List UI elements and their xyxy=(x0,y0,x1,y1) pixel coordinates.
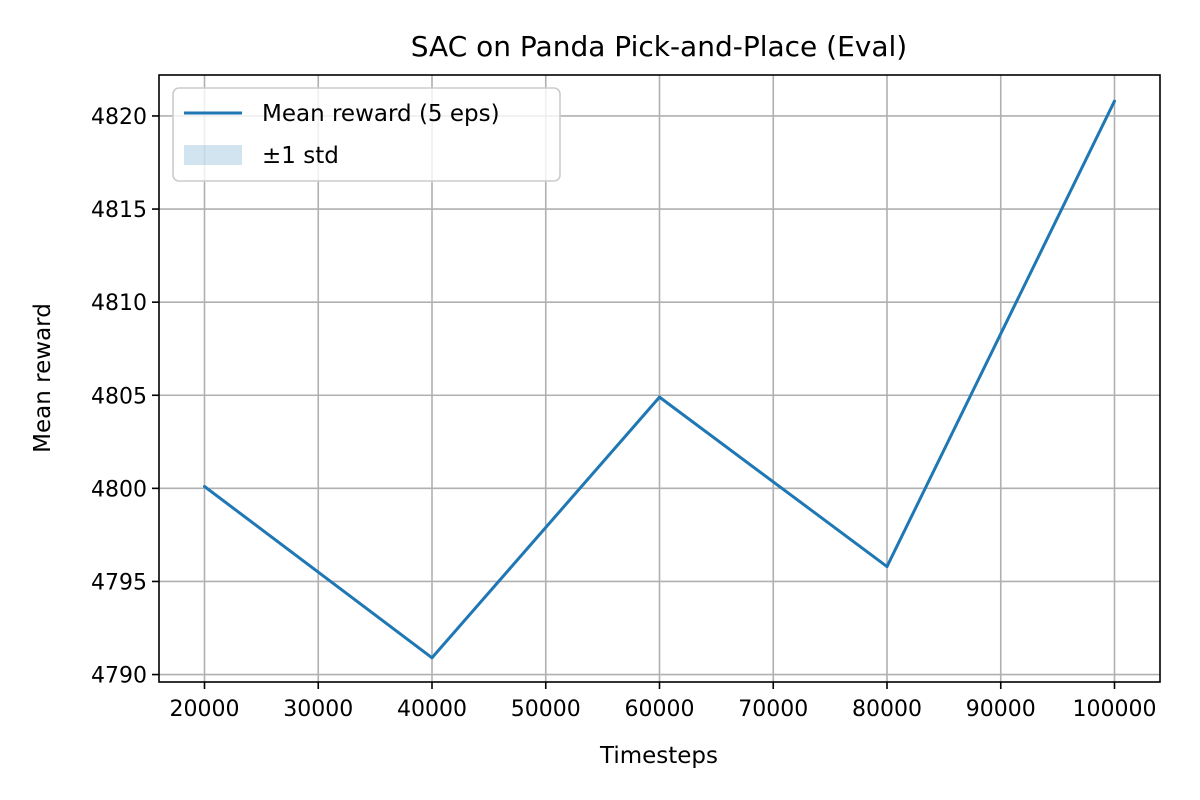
data-point xyxy=(203,484,206,488)
x-tick-label: 80000 xyxy=(852,697,922,722)
x-axis-label: Timesteps xyxy=(599,743,718,769)
data-point xyxy=(658,395,661,399)
x-tick-label: 40000 xyxy=(397,697,467,722)
x-tick-label: 100000 xyxy=(1073,697,1157,722)
x-tick-label: 60000 xyxy=(625,697,695,722)
y-axis-ticks: 4790 4795 4800 4805 4810 4815 4820 xyxy=(91,105,159,689)
x-tick-label: 70000 xyxy=(738,697,808,722)
legend-item-mean-reward: Mean reward (5 eps) xyxy=(262,101,500,127)
chart-title: SAC on Panda Pick-and-Place (Eval) xyxy=(411,30,907,63)
x-tick-label: 50000 xyxy=(511,697,581,722)
y-tick-label: 4820 xyxy=(91,105,147,130)
y-tick-label: 4810 xyxy=(91,291,147,316)
y-tick-label: 4795 xyxy=(91,570,147,595)
legend-item-std: ±1 std xyxy=(262,143,339,169)
legend: Mean reward (5 eps) ±1 std xyxy=(172,87,561,182)
y-tick-label: 4805 xyxy=(91,384,147,409)
legend-box xyxy=(172,87,561,182)
data-point xyxy=(430,656,434,660)
data-point xyxy=(885,565,889,569)
data-point xyxy=(1113,99,1116,103)
x-tick-label: 30000 xyxy=(283,697,353,722)
x-tick-label: 20000 xyxy=(170,697,240,722)
x-axis-ticks: 20000 30000 40000 50000 60000 70000 80000 90000… xyxy=(170,682,1157,722)
series-layer xyxy=(203,99,1116,660)
legend-band-swatch xyxy=(184,145,242,165)
y-axis-label: Mean reward xyxy=(30,303,56,453)
y-tick-label: 4790 xyxy=(91,664,147,689)
y-tick-label: 4800 xyxy=(91,477,147,502)
x-tick-label: 90000 xyxy=(966,697,1036,722)
grid-lines xyxy=(159,75,1160,682)
y-tick-label: 4815 xyxy=(91,198,147,223)
